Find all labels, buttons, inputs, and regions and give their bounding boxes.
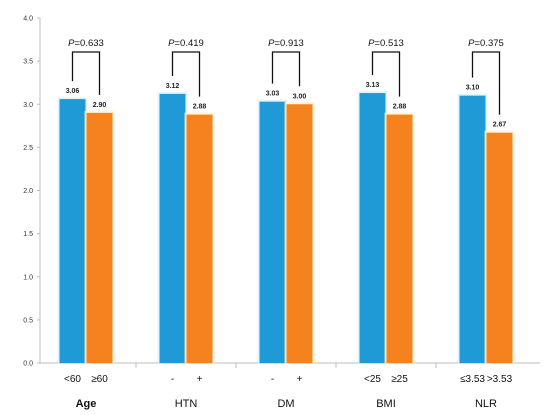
y-tick-label: 4.0 [23,16,33,23]
significance-bracket [371,51,401,97]
x-subcategory-label: ≥25 [391,374,408,385]
bar-htn-1 [159,93,186,364]
bar-dm-2 [286,104,313,363]
bar-value-label: 2.67 [493,122,507,129]
bar-age-2 [86,112,113,363]
p-value-label: P=0.419 [168,38,204,49]
significance-bracket [71,51,101,95]
x-subcategory-label: + [297,374,303,385]
bar-value-label: 3.06 [66,88,80,95]
x-subcategory-label: ≤3.53 [460,374,485,385]
bar-value-label: 3.13 [366,82,380,89]
x-group-label: BMI [376,398,396,410]
bar-value-label: 2.88 [393,104,407,111]
significance-bracket [271,51,301,87]
bar-value-label: 3.00 [293,93,307,100]
x-subcategory-label: - [171,374,174,385]
bar-bmi-1 [359,93,386,363]
bar-value-label: 3.10 [466,85,480,92]
y-tick-label: 3.5 [23,59,33,66]
y-tick-label: 1.5 [23,231,33,238]
y-tick-label: 1.0 [23,274,33,281]
x-group-label: NLR [475,398,497,410]
bar-bmi-2 [386,114,413,363]
x-group-label: Age [76,398,97,410]
p-value-label: P=0.513 [368,38,404,49]
x-subcategory-label: - [271,374,274,385]
bar-dm-1 [259,101,286,363]
bar-age-1 [59,99,86,363]
bar-value-label: 2.88 [193,104,207,111]
bar-htn-2 [186,114,213,363]
y-tick-label: 0.5 [23,317,33,324]
bar-nlr-2 [486,132,513,363]
y-tick-label: 3.0 [23,102,33,109]
x-subcategory-label: >3.53 [487,374,513,385]
x-group-label: HTN [175,398,198,410]
significance-bracket [471,51,501,115]
p-value-label: P=0.913 [268,38,304,49]
x-group-label: DM [277,398,294,410]
p-value-label: P=0.633 [68,38,104,49]
bar-nlr-1 [459,95,486,363]
y-tick-label: 0.0 [23,361,33,368]
y-tick-label: 2.5 [23,145,33,152]
x-subcategory-label: + [197,374,203,385]
bar-value-label: 3.12 [166,83,180,90]
x-subcategory-label: <25 [364,374,381,385]
bar-value-label: 2.90 [93,102,107,109]
x-subcategory-label: <60 [64,374,81,385]
significance-bracket [171,51,201,97]
x-subcategory-label: ≥60 [91,374,108,385]
bar-value-label: 3.03 [266,91,280,98]
p-value-label: P=0.375 [468,38,504,49]
y-tick-label: 2.0 [23,188,33,195]
